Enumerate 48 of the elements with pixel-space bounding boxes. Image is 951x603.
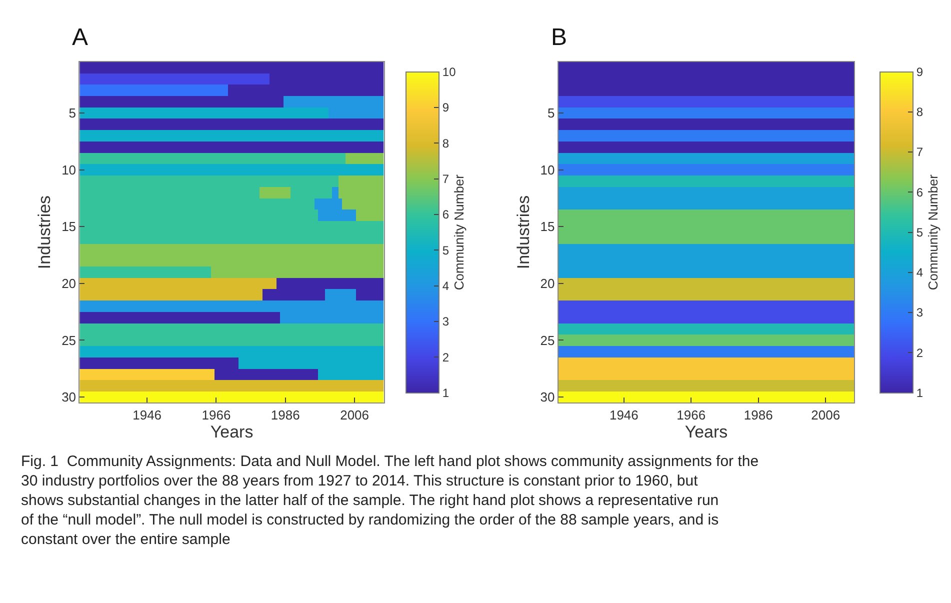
color-bar-title: Community Number <box>925 174 940 290</box>
color-bar-label: 8 <box>916 105 924 120</box>
y-axis-title: Industries <box>514 195 533 270</box>
y-tick-label: 25 <box>62 332 76 348</box>
y-tick-label: 15 <box>540 219 555 234</box>
color-bar-label: 9 <box>916 64 924 79</box>
color-bar-label: 4 <box>442 278 450 293</box>
color-bar-label: 1 <box>916 386 924 400</box>
x-tick-label: 1986 <box>270 407 300 422</box>
y-tick-label: 5 <box>68 106 76 121</box>
chart-title: B <box>551 24 568 51</box>
x-axis-title: Years <box>210 422 254 442</box>
x-tick-label: 2006 <box>340 407 370 422</box>
color-bar-label: 7 <box>916 145 924 160</box>
y-tick-label: 10 <box>62 162 76 178</box>
y-tick-label: 30 <box>62 390 76 405</box>
y-axis-title: Industries <box>35 195 54 270</box>
x-tick-label: 1946 <box>132 407 162 422</box>
color-bar-label: 9 <box>442 100 450 115</box>
x-tick-label: 1946 <box>609 407 638 422</box>
color-bar-label: 5 <box>442 243 450 258</box>
color-bar-label: 6 <box>916 185 924 200</box>
x-tick-label: 2006 <box>811 407 840 422</box>
color-bar-label: 7 <box>442 172 450 186</box>
color-bar-label: 4 <box>916 266 924 280</box>
y-tick-label: 5 <box>548 106 555 121</box>
color-bar-label: 8 <box>442 136 450 150</box>
y-tick-label: 20 <box>540 276 555 291</box>
color-bar-label: 5 <box>916 225 924 240</box>
y-tick-label: 15 <box>62 219 76 234</box>
y-tick-label: 25 <box>540 332 555 348</box>
x-axis-title: Years <box>684 422 728 442</box>
y-tick-label: 10 <box>540 162 555 178</box>
color-bar-label: 2 <box>442 350 450 364</box>
x-tick-label: 1966 <box>202 407 231 422</box>
color-bar-title: Community Number <box>451 174 466 290</box>
caption: Fig. 1 Community Assignments: Data and Null Model. The left hand plot shows community assignments for the 30 industry portfolios over the 88 years from 1927 to 2014. This structure is constant prior to 1960, but shows substantial changes in the latter half of the sample. The right hand plot shows a representative run of the “null model”. The null model is constructed by randomizing the order of the 88 sample years, and is constant over the entire sample <box>21 453 759 548</box>
y-tick-label: 30 <box>540 390 555 405</box>
color-bar-label: 3 <box>916 306 924 320</box>
x-tick-label: 1966 <box>676 407 706 422</box>
y-tick-label: 20 <box>62 276 76 291</box>
color-bar-label: 3 <box>442 314 450 329</box>
color-bar-label: 6 <box>442 208 450 222</box>
color-bar-label: 1 <box>442 386 450 400</box>
color-bar-label: 10 <box>442 64 456 79</box>
chart-title: A <box>72 24 88 51</box>
x-tick-label: 1986 <box>744 407 773 422</box>
color-bar-label: 2 <box>916 346 924 360</box>
